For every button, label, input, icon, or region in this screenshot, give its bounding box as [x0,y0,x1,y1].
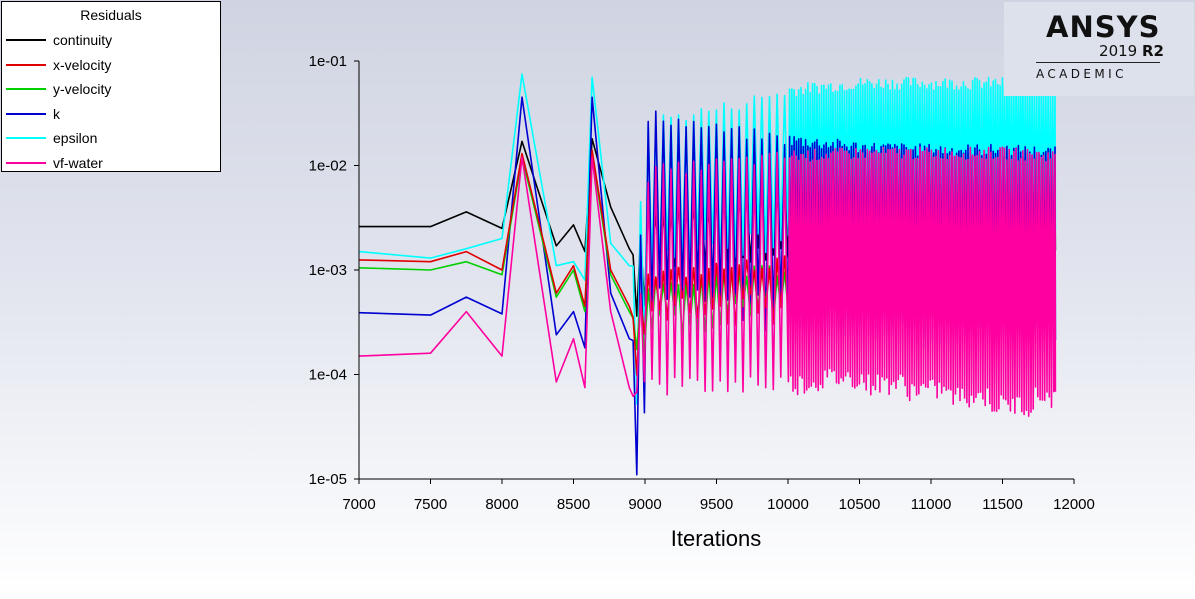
legend-label: continuity [53,32,113,48]
x-tick-label: 8500 [557,496,590,513]
x-tick-label: 11500 [982,496,1023,513]
series-layer [358,73,1057,476]
logo-divider [1036,62,1160,63]
legend-item-y-velocity: y-velocity [6,80,216,98]
legend-label: epsilon [53,130,98,146]
logo-edition: ACADEMIC [1036,67,1127,81]
logo-version-year: 2019 [1099,42,1138,60]
logo-brand: ANSYS [1046,10,1161,44]
x-axis-label: Iterations [671,526,762,551]
legend-swatch [6,63,46,66]
legend-item-continuity: continuity [6,31,216,49]
legend-label: k [53,105,60,122]
y-tick-label: 1e-04 [309,367,347,384]
x-tick-label: 10000 [767,496,809,513]
legend-swatch [6,112,46,115]
x-tick-label: 9500 [700,496,733,513]
x-tick-label: 7500 [414,496,447,513]
y-tick-label: 1e-05 [309,471,347,488]
legend: Residuals continuity x-velocity y-velocity… [1,1,221,172]
legend-item-k: k [6,105,216,123]
x-tick-label: 8000 [485,496,518,513]
logo-release: R2 [1142,42,1164,60]
legend-swatch [6,161,46,164]
series-line-vf-water [358,146,1057,417]
legend-item-epsilon: epsilon [6,129,216,147]
y-tick-label: 1e-03 [309,262,347,279]
legend-label: x-velocity [53,56,112,73]
y-tick-label: 1e-01 [309,53,347,70]
legend-swatch [6,39,46,41]
x-tick-label: 12000 [1053,496,1095,513]
x-tick-label: 11000 [911,496,952,513]
ansys-logo: ANSYS 2019 R2 ACADEMIC [1004,2,1194,96]
x-tick-label: 10500 [839,496,881,513]
legend-swatch [6,88,46,90]
x-tick-label: 7000 [342,496,375,513]
y-tick-label: 1e-02 [309,158,347,175]
legend-title: Residuals [80,7,142,23]
legend-label: y-velocity [53,81,112,97]
legend-label: vf-water [53,154,103,171]
legend-item-vf-water: vf-water [6,154,216,172]
x-tick-label: 9000 [628,496,661,513]
legend-item-x-velocity: x-velocity [6,56,216,74]
legend-swatch [6,137,46,139]
logo-version: 2019 R2 [1099,42,1164,60]
axes: 7000 7500 8000 8500 9000 9500 10000 10500 11000 1… [309,53,1095,513]
